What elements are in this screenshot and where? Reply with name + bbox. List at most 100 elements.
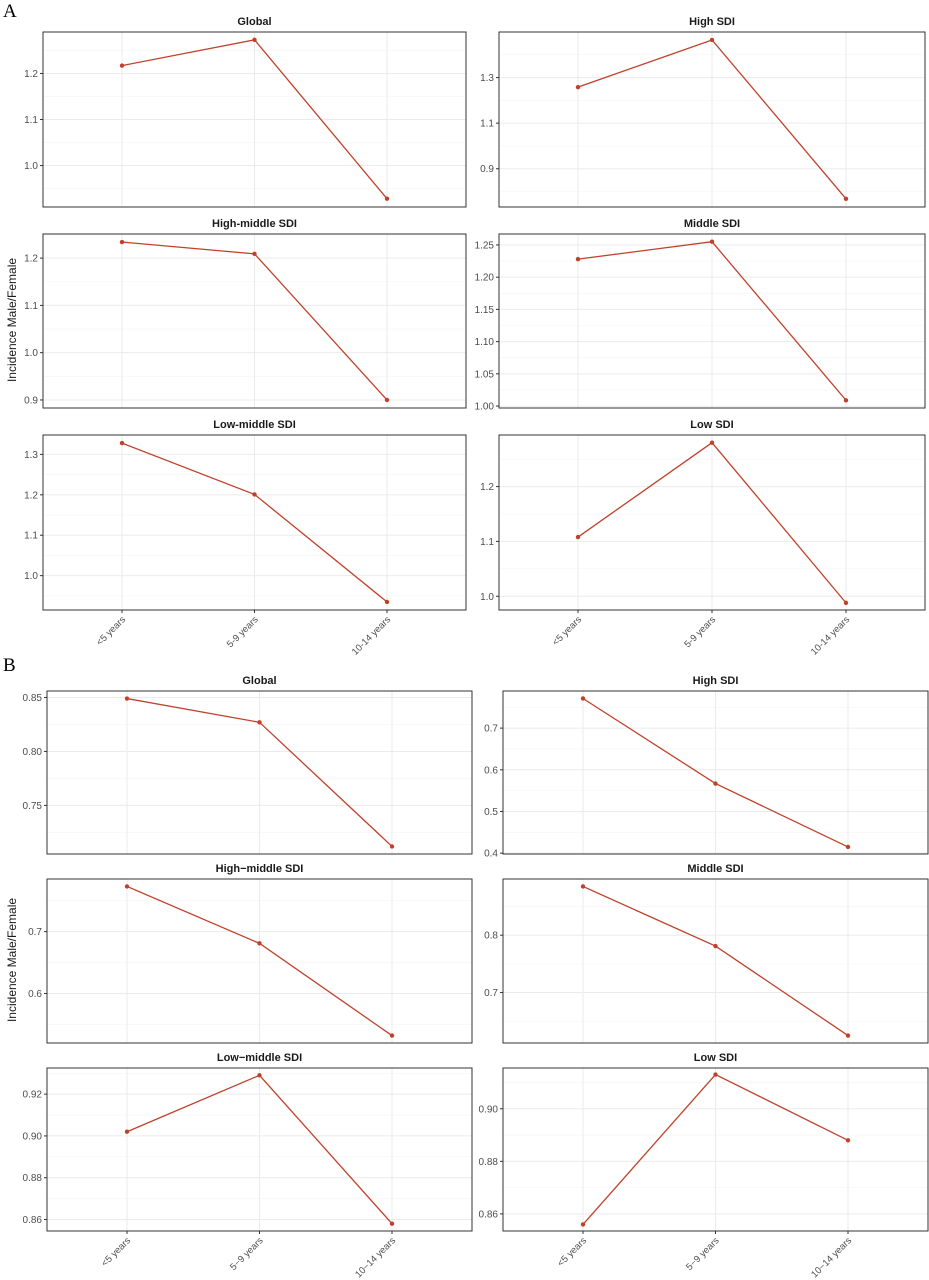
data-point	[843, 600, 849, 606]
y-axis-title: Incidence Male/Female	[5, 258, 19, 382]
x-tick-label: <5 years	[555, 1235, 589, 1269]
data-point	[384, 599, 390, 605]
x-tick-label: 5−9 years	[228, 1235, 266, 1273]
data-point	[384, 397, 390, 403]
data-point	[124, 884, 130, 889]
data-point	[580, 1222, 586, 1227]
data-point	[713, 1072, 718, 1077]
facet: 0.75 0.80 0.85 Global	[23, 675, 473, 855]
data-point	[124, 696, 130, 701]
data-point	[709, 239, 715, 244]
y-tick-label: 0.6	[28, 989, 42, 1000]
plot-frame	[498, 31, 926, 208]
y-tick-label: 0.4	[484, 849, 498, 860]
y-tick-label: 1.15	[475, 305, 495, 316]
data-point	[580, 884, 586, 889]
data-point	[575, 534, 581, 540]
data-point	[845, 844, 851, 850]
y-tick-label: 1.1	[480, 119, 494, 130]
facet: 0.9 1.0 1.1 1.2 High-middle SDI	[24, 218, 467, 409]
x-tick-label: 10−14 years	[809, 1235, 854, 1280]
data-point	[252, 492, 257, 497]
panel-letter: B	[3, 655, 16, 676]
facet-title: High-middle SDI	[212, 218, 297, 230]
y-tick-label: 1.2	[480, 482, 494, 493]
y-tick-label: 1.3	[24, 450, 38, 461]
x-tick-label: 10-14 years	[350, 614, 393, 657]
y-tick-label: 0.9	[24, 395, 38, 406]
facet: 1.0 1.1 1.2 1.3 Low-middle SDI <5 years 5-9 ye…	[24, 419, 467, 658]
data-point	[575, 256, 581, 262]
y-tick-label: 0.5	[484, 807, 498, 818]
facet-title: Low-middle SDI	[213, 419, 296, 431]
panel-a: A Incidence Male/Female 1.0 1.1 1.2 Global 0.9…	[3, 1, 926, 658]
y-tick-label: 0.88	[23, 1173, 43, 1184]
y-tick-label: 1.0	[24, 161, 38, 172]
plot-frame	[502, 878, 929, 1044]
facet-title: Low SDI	[694, 1052, 737, 1064]
data-point	[257, 720, 262, 725]
y-tick-label: 0.80	[23, 747, 43, 758]
facet: 0.6 0.7 High−middle SDI	[28, 863, 473, 1044]
y-tick-label: 0.90	[479, 1104, 499, 1115]
data-point	[843, 196, 849, 201]
data-point	[709, 440, 715, 445]
panel-b: B Incidence Male/Female 0.75 0.80 0.85 Global…	[3, 655, 929, 1280]
data-point	[575, 84, 581, 90]
x-tick-label: 10−14 years	[353, 1235, 398, 1280]
facet-title: High SDI	[693, 675, 739, 687]
y-tick-label: 1.0	[480, 592, 494, 603]
data-point	[257, 1073, 262, 1078]
y-tick-label: 1.1	[480, 537, 494, 548]
data-point	[713, 781, 718, 786]
plot-frame	[498, 233, 926, 409]
data-point	[252, 37, 257, 43]
data-point	[845, 1033, 851, 1038]
facet-title: Global	[237, 16, 271, 28]
y-tick-label: 1.10	[475, 337, 495, 348]
data-point	[124, 1129, 130, 1134]
data-point	[709, 37, 715, 43]
y-tick-label: 1.2	[24, 69, 38, 80]
plot-frame	[46, 878, 473, 1044]
facet-title: Global	[242, 675, 276, 687]
facet: 0.86 0.88 0.90 Low SDI <5 years 5−9 years 10−1…	[479, 1052, 929, 1280]
data-point	[713, 943, 718, 949]
y-tick-label: 1.3	[480, 73, 494, 84]
facet: 0.86 0.88 0.90 0.92 Low−middle SDI <5 years 5−…	[23, 1052, 473, 1280]
x-tick-label: 5−9 years	[684, 1235, 722, 1273]
facet-title: High−middle SDI	[216, 863, 304, 875]
y-tick-label: 0.8	[484, 931, 498, 942]
y-tick-label: 1.1	[24, 301, 38, 312]
y-tick-label: 0.86	[479, 1209, 499, 1220]
x-tick-label: 5-9 years	[225, 614, 261, 650]
y-tick-label: 0.6	[484, 765, 498, 776]
data-point	[389, 844, 395, 849]
y-tick-label: 1.0	[24, 571, 38, 582]
facet-title: Low SDI	[690, 419, 733, 431]
facet: 0.4 0.5 0.6 0.7 High SDI	[484, 675, 929, 860]
data-point	[843, 398, 849, 403]
data-point	[119, 63, 125, 68]
y-tick-label: 1.00	[475, 402, 495, 413]
y-tick-label: 1.0	[24, 348, 38, 359]
x-tick-label: 5-9 years	[682, 614, 718, 650]
data-point	[384, 196, 390, 201]
y-tick-label: 0.9	[480, 164, 494, 175]
facet: 1.0 1.1 1.2 Low SDI <5 years 5-9 years 10-14 y…	[480, 419, 926, 658]
y-tick-label: 0.85	[23, 693, 43, 704]
data-point	[389, 1221, 395, 1226]
data-point	[119, 440, 125, 446]
data-point	[845, 1138, 851, 1143]
y-tick-label: 1.20	[475, 273, 495, 284]
y-tick-label: 0.88	[479, 1157, 499, 1168]
y-tick-label: 0.7	[484, 724, 498, 735]
x-tick-label: 10-14 years	[809, 614, 852, 657]
data-point	[257, 941, 262, 946]
y-tick-label: 1.2	[24, 490, 38, 501]
y-tick-label: 0.92	[23, 1090, 43, 1101]
x-tick-label: <5 years	[94, 614, 128, 648]
y-tick-label: 0.7	[28, 927, 42, 938]
y-tick-label: 1.1	[24, 115, 38, 126]
panel-letter: A	[3, 1, 17, 22]
